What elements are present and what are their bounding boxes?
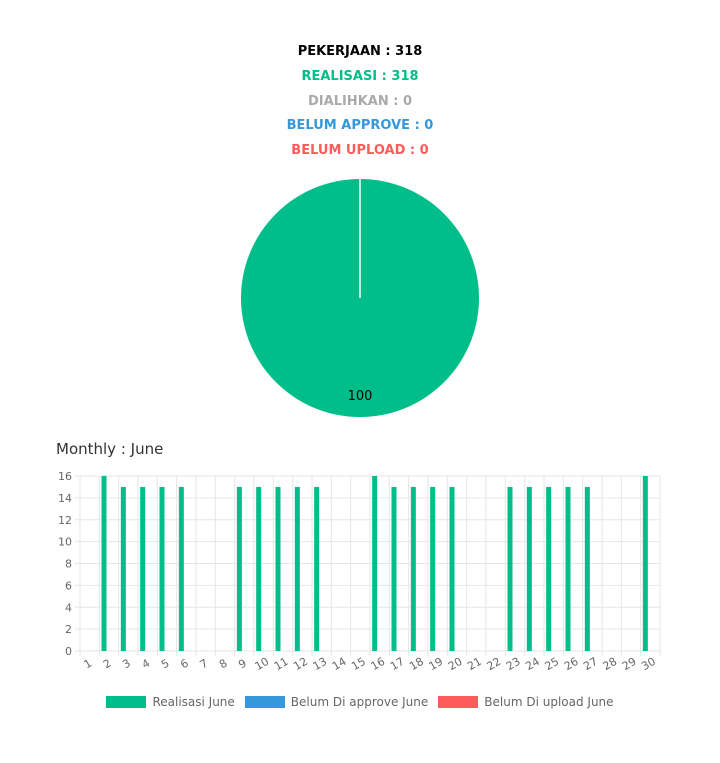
bar-realisasi-june-17[interactable] <box>391 486 397 651</box>
y-tick-label: 8 <box>65 558 72 571</box>
x-tick-label: 18 <box>407 655 426 673</box>
x-tick-label: 20 <box>446 655 465 673</box>
bar-realisasi-june-20[interactable] <box>449 486 455 651</box>
x-tick-label: 10 <box>253 655 272 673</box>
x-tick-label: 21 <box>465 655 484 673</box>
bar-realisasi-june-12[interactable] <box>294 486 300 651</box>
summary-stats: PEKERJAAN : 318 REALISASI : 318 DIALIHKA… <box>0 40 720 164</box>
bar-realisasi-june-9[interactable] <box>236 486 242 651</box>
x-tick-label: 7 <box>198 657 211 672</box>
bar-realisasi-june-24[interactable] <box>526 486 532 651</box>
x-tick-label: 3 <box>120 657 133 672</box>
x-tick-label: 25 <box>543 655 562 673</box>
pie-chart: 100 <box>241 179 479 417</box>
bar-realisasi-june-18[interactable] <box>410 486 416 651</box>
x-tick-label: 14 <box>330 655 349 673</box>
x-tick-label: 6 <box>178 657 191 672</box>
x-tick-label: 23 <box>504 655 523 673</box>
legend-item-belum-di-upload-june[interactable]: Belum Di upload June <box>438 695 614 709</box>
bar-realisasi-june-25[interactable] <box>546 486 552 651</box>
bar-realisasi-june-11[interactable] <box>275 486 281 651</box>
bar-realisasi-june-13[interactable] <box>314 486 320 651</box>
legend-label: Realisasi June <box>152 695 235 709</box>
pie-data-label: 100 <box>348 389 373 404</box>
legend-label: Belum Di upload June <box>484 695 614 709</box>
legend-label: Belum Di approve June <box>290 695 429 709</box>
x-tick-label: 17 <box>388 655 407 673</box>
x-tick-label: 11 <box>272 655 291 673</box>
y-tick-label: 10 <box>58 536 72 549</box>
x-tick-label: 2 <box>101 657 114 672</box>
x-tick-label: 5 <box>159 657 172 672</box>
bar-realisasi-june-10[interactable] <box>256 486 262 651</box>
legend-swatch <box>106 696 147 708</box>
x-tick-label: 16 <box>369 655 388 673</box>
y-tick-label: 6 <box>65 579 72 592</box>
bar-realisasi-june-27[interactable] <box>584 486 590 651</box>
x-tick-label: 13 <box>311 655 330 673</box>
x-tick-label: 1 <box>82 657 95 672</box>
x-tick-label: 8 <box>217 657 230 672</box>
belum-approve-count: BELUM APPROVE : 0 <box>286 118 434 134</box>
bar-realisasi-june-2[interactable] <box>101 476 107 651</box>
x-tick-label: 26 <box>562 655 581 673</box>
dialihkan-count: DIALIHKAN : 0 <box>308 93 412 109</box>
bar-realisasi-june-3[interactable] <box>120 486 126 651</box>
x-tick-label: 24 <box>523 655 542 673</box>
bar-realisasi-june-16[interactable] <box>372 476 378 651</box>
realisasi-count: REALISASI : 318 <box>301 68 419 84</box>
legend-swatch <box>244 696 285 708</box>
x-tick-label: 4 <box>140 657 153 672</box>
bar-realisasi-june-5[interactable] <box>159 486 165 651</box>
x-tick-label: 27 <box>581 655 600 673</box>
y-tick-label: 14 <box>58 492 72 505</box>
monthly-title: Monthly : June <box>56 440 164 458</box>
bar-realisasi-june-19[interactable] <box>430 486 436 651</box>
belum-upload-count: BELUM UPLOAD : 0 <box>291 143 429 159</box>
bar-realisasi-june-6[interactable] <box>178 486 184 651</box>
x-tick-label: 22 <box>485 655 504 673</box>
y-tick-label: 0 <box>65 645 72 658</box>
pekerjaan-count: PEKERJAAN : 318 <box>297 44 423 59</box>
x-tick-label: 9 <box>236 657 249 672</box>
legend-item-realisasi-june[interactable]: Realisasi June <box>106 695 235 709</box>
bar-realisasi-june-30[interactable] <box>642 476 648 651</box>
chart-legend: Realisasi June Belum Di approve June Belum… <box>0 695 720 709</box>
bar-realisasi-june-23[interactable] <box>507 486 513 651</box>
y-tick-label: 4 <box>65 601 72 614</box>
x-tick-label: 15 <box>349 655 368 673</box>
x-tick-label: 19 <box>427 655 446 673</box>
legend-swatch <box>438 696 479 708</box>
x-tick-label: 30 <box>639 655 658 673</box>
y-tick-label: 2 <box>65 623 72 636</box>
legend-item-belum-di-approve-june[interactable]: Belum Di approve June <box>244 695 429 709</box>
bar-realisasi-june-4[interactable] <box>140 486 146 651</box>
y-tick-label: 12 <box>58 514 72 527</box>
y-tick-label: 16 <box>58 470 72 483</box>
x-tick-label: 29 <box>620 655 639 673</box>
x-tick-label: 28 <box>601 655 620 673</box>
x-tick-label: 12 <box>291 655 310 673</box>
bar-realisasi-june-26[interactable] <box>565 486 571 651</box>
